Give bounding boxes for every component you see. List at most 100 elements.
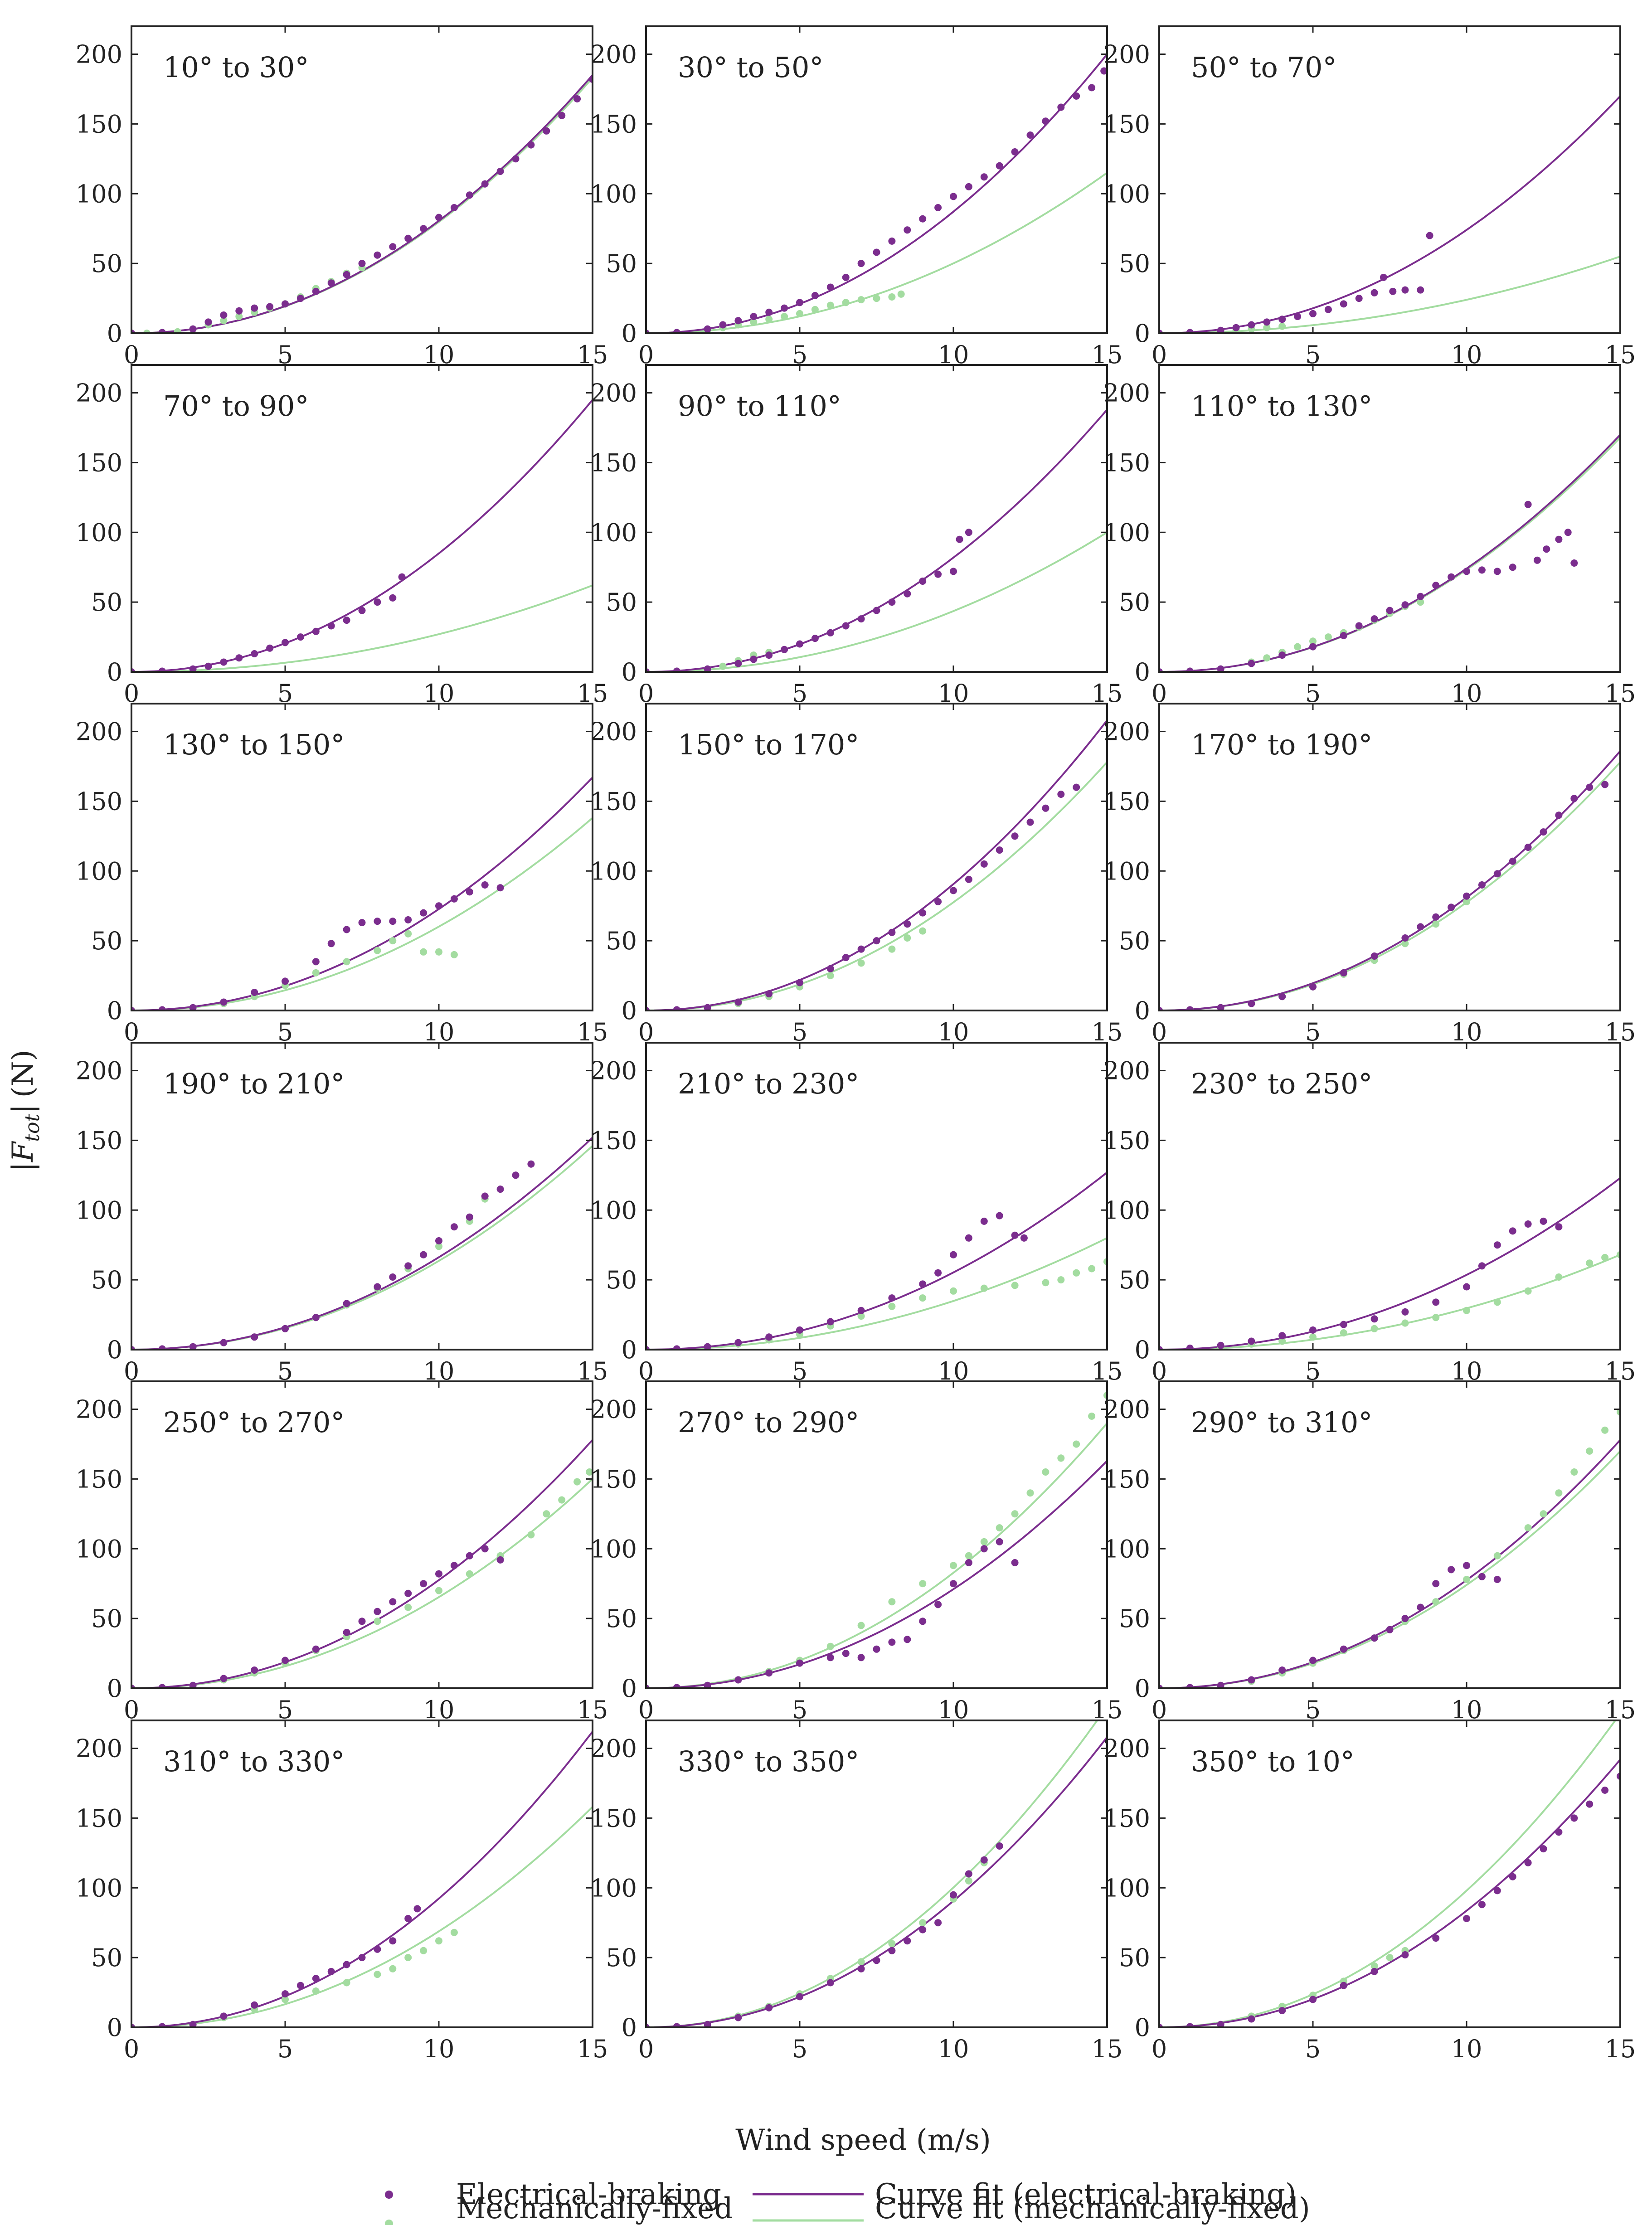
point-mechanical [1057, 1276, 1065, 1284]
point-electrical [1370, 1634, 1378, 1642]
panel-background [1159, 1381, 1620, 1688]
point-electrical [934, 1269, 942, 1277]
y-tick-label: 200 [590, 1395, 637, 1424]
point-electrical [734, 2014, 742, 2021]
y-tick-label: 150 [1103, 110, 1150, 138]
y-tick-label: 200 [1103, 379, 1150, 408]
point-electrical [1340, 1982, 1347, 1989]
y-tick-label: 100 [76, 1874, 122, 1902]
x-tick-label: 5 [1305, 1695, 1321, 1724]
point-electrical [389, 1273, 397, 1281]
point-mechanical [965, 1552, 972, 1559]
point-electrical [765, 1333, 773, 1341]
panel-label: 110° to 130° [1191, 389, 1372, 423]
point-electrical [512, 1171, 520, 1179]
point-electrical [1432, 1934, 1440, 1942]
point-mechanical [857, 959, 865, 967]
point-electrical [374, 251, 381, 259]
point-electrical [1294, 313, 1302, 321]
point-mechanical [312, 1987, 320, 1995]
point-electrical [327, 279, 335, 287]
point-electrical [481, 1192, 489, 1200]
y-tick-label: 0 [107, 2013, 122, 2042]
point-electrical [965, 875, 972, 883]
point-electrical [466, 191, 473, 199]
point-electrical [1309, 1996, 1317, 2003]
point-electrical [704, 1343, 711, 1350]
plot-area [646, 53, 1107, 333]
panel-background [1159, 1043, 1620, 1350]
x-tick-label: 10 [938, 2035, 969, 2063]
y-axis-title-bar-close: | [6, 1104, 40, 1114]
y-tick-label: 200 [1103, 1734, 1150, 1763]
panel-label: 230° to 250° [1191, 1067, 1372, 1100]
point-electrical [873, 1645, 880, 1653]
point-mechanical [282, 1996, 289, 2003]
x-tick-label: 0 [638, 1018, 654, 1046]
x-tick-label: 15 [1092, 2035, 1123, 2063]
y-tick-label: 100 [1103, 1535, 1150, 1563]
point-mechanical [1463, 1576, 1470, 1583]
point-electrical [220, 1339, 228, 1346]
x-tick-label: 0 [1152, 2035, 1167, 2063]
x-tick-label: 15 [1605, 1018, 1636, 1046]
point-electrical [734, 998, 742, 1006]
x-tick-label: 5 [1305, 1018, 1321, 1046]
point-electrical [704, 325, 711, 333]
point-electrical [450, 204, 458, 211]
point-mechanical [888, 293, 896, 301]
panel-label: 270° to 290° [678, 1406, 859, 1439]
point-electrical [296, 1982, 304, 1989]
point-electrical [888, 237, 896, 245]
panel-frame [1158, 1042, 1621, 1351]
point-electrical [512, 155, 520, 163]
y-tick-label: 50 [91, 249, 122, 278]
panel-frame [1158, 1380, 1621, 1689]
point-mechanical [374, 1618, 381, 1625]
point-electrical [996, 1212, 1003, 1219]
point-electrical [1432, 1298, 1440, 1306]
point-electrical [1100, 67, 1107, 75]
point-electrical [1248, 1000, 1255, 1007]
y-tick-label: 0 [1135, 996, 1150, 1025]
point-electrical [1057, 791, 1065, 798]
point-electrical [496, 884, 504, 892]
panel-frame [1158, 703, 1621, 1011]
panel-background [646, 1720, 1107, 2027]
point-electrical [888, 1294, 896, 1302]
point-electrical [1509, 1227, 1516, 1235]
y-tick-label: 150 [1103, 1465, 1150, 1493]
point-electrical [1248, 660, 1255, 667]
y-tick-label: 50 [1119, 1943, 1150, 1972]
point-electrical [1380, 273, 1387, 281]
point-mechanical [420, 948, 428, 956]
y-axis-title-unit: (N) [6, 1049, 40, 1098]
point-electrical [358, 1954, 366, 1962]
point-electrical [1278, 651, 1286, 659]
point-electrical [1524, 844, 1532, 851]
point-electrical [235, 654, 243, 662]
legend-label-curve-fit-electrical: Curve fit (electrical-braking) [875, 2178, 1297, 2211]
point-electrical [389, 918, 397, 925]
point-electrical [251, 1333, 258, 1341]
point-electrical [374, 598, 381, 606]
point-electrical [1186, 329, 1194, 333]
point-mechanical [1073, 1440, 1080, 1448]
panel-label: 10° to 30° [163, 51, 309, 84]
point-electrical [919, 1926, 927, 1934]
point-mechanical [573, 1478, 581, 1486]
plot-area [131, 1439, 593, 1688]
y-tick-label: 200 [1103, 40, 1150, 69]
panel-background [131, 704, 593, 1010]
point-electrical [842, 954, 850, 962]
x-tick-label: 5 [277, 1018, 293, 1046]
x-tick-label: 0 [638, 1695, 654, 1724]
y-tick-label: 50 [606, 927, 637, 955]
